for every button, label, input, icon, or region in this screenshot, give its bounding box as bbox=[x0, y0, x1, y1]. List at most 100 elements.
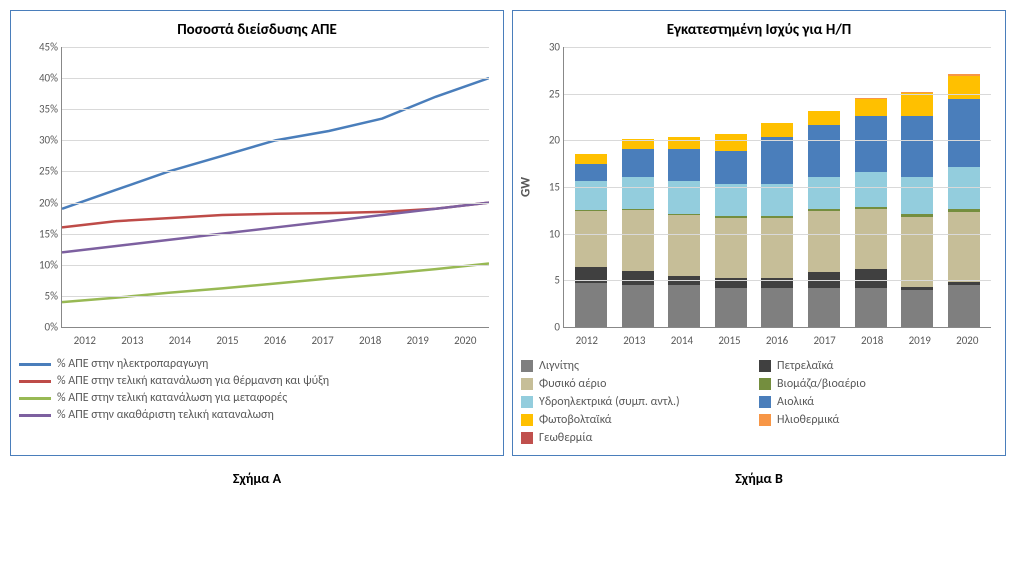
y-tick: 5 bbox=[522, 274, 560, 287]
bar-segment bbox=[808, 177, 840, 210]
legend-swatch-icon bbox=[759, 396, 771, 408]
legend-line-icon bbox=[19, 414, 51, 417]
legend-label: Πετρελαϊκά bbox=[777, 359, 833, 373]
legend-item: % ΑΠΕ στην τελική κατανάλωση για θέρμανσ… bbox=[19, 374, 495, 388]
bar-segment bbox=[855, 269, 887, 288]
legend-label: Βιομάζα/βιοαέριο bbox=[777, 377, 866, 391]
panels: Ποσοστά διείσδυσης ΑΠΕ 0%5%10%15%20%25%3… bbox=[10, 10, 1015, 456]
y-tick: 30% bbox=[20, 134, 58, 147]
x-tick: 2020 bbox=[442, 332, 490, 347]
bar-segment bbox=[761, 123, 793, 137]
x-tick: 2014 bbox=[658, 332, 706, 347]
legend-swatch-icon bbox=[759, 414, 771, 426]
legend-label: % ΑΠΕ στην τελική κατανάλωση για μεταφορ… bbox=[57, 391, 287, 405]
legend-swatch-icon bbox=[521, 432, 533, 444]
grid-line bbox=[62, 265, 489, 266]
chart-b-plot: GW 051015202530 bbox=[563, 47, 991, 328]
x-tick: 2018 bbox=[848, 332, 896, 347]
bar-segment bbox=[855, 288, 887, 327]
grid-line bbox=[564, 280, 991, 281]
y-tick: 15% bbox=[20, 227, 58, 240]
y-tick: 25 bbox=[522, 87, 560, 100]
chart-b-panel: Εγκατεστημένη Ισχύς για Η/Π GW 051015202… bbox=[512, 10, 1006, 456]
bar-segment bbox=[715, 218, 747, 279]
x-tick: 2017 bbox=[801, 332, 849, 347]
x-tick: 2015 bbox=[706, 332, 754, 347]
bar-segment bbox=[715, 151, 747, 184]
legend-item: Βιομάζα/βιοαέριο bbox=[759, 377, 997, 391]
bar-segment bbox=[715, 288, 747, 327]
legend-item: Λιγνίτης bbox=[521, 359, 759, 373]
bar-segment bbox=[575, 211, 607, 267]
captions-row: Σχήμα Α Σχήμα Β bbox=[10, 470, 1015, 487]
bar-segment bbox=[575, 181, 607, 211]
grid-line bbox=[62, 234, 489, 235]
legend-label: Φυσικό αέριο bbox=[539, 377, 606, 391]
x-tick: 2015 bbox=[204, 332, 252, 347]
x-tick: 2014 bbox=[156, 332, 204, 347]
bar-segment bbox=[761, 137, 793, 184]
legend-line-icon bbox=[19, 397, 51, 400]
legend-item: % ΑΠΕ στην τελική κατανάλωση για μεταφορ… bbox=[19, 391, 495, 405]
bar-segment bbox=[948, 212, 980, 282]
y-tick: 10 bbox=[522, 227, 560, 240]
grid-line bbox=[62, 203, 489, 204]
chart-b-x-ticks: 201220132014201520162017201820192020 bbox=[563, 332, 991, 347]
y-tick: 40% bbox=[20, 72, 58, 85]
bar-segment bbox=[855, 172, 887, 207]
y-tick: 20 bbox=[522, 134, 560, 147]
x-tick: 2012 bbox=[61, 332, 109, 347]
x-tick: 2017 bbox=[299, 332, 347, 347]
legend-item: Πετρελαϊκά bbox=[759, 359, 997, 373]
legend-label: Γεωθερμία bbox=[539, 431, 592, 445]
x-tick: 2016 bbox=[753, 332, 801, 347]
grid-line bbox=[62, 140, 489, 141]
bar-segment bbox=[622, 210, 654, 271]
bar-segment bbox=[761, 184, 793, 217]
legend-label: Υδροηλεκτρικά (συμπ. αντλ.) bbox=[539, 395, 680, 409]
grid-line bbox=[62, 296, 489, 297]
bar-stack bbox=[808, 111, 840, 327]
series-line bbox=[62, 203, 489, 253]
bar-segment bbox=[808, 125, 840, 176]
bar-segment bbox=[901, 93, 933, 116]
series-line bbox=[62, 78, 489, 209]
chart-b-title: Εγκατεστημένη Ισχύς για Η/Π bbox=[521, 21, 997, 39]
chart-a-lines bbox=[62, 47, 489, 327]
bar-segment bbox=[668, 215, 700, 276]
x-tick: 2013 bbox=[611, 332, 659, 347]
bar-segment bbox=[948, 99, 980, 167]
grid-line bbox=[62, 171, 489, 172]
bar-segment bbox=[715, 184, 747, 217]
legend-swatch-icon bbox=[759, 378, 771, 390]
legend-item: Φωτοβολταϊκά bbox=[521, 413, 759, 427]
grid-line bbox=[564, 187, 991, 188]
legend-item: % ΑΠΕ στην ακαθάριστη τελική καταναλωση bbox=[19, 408, 495, 422]
legend-item: Φυσικό αέριο bbox=[521, 377, 759, 391]
bar-segment bbox=[948, 285, 980, 327]
bar-segment bbox=[855, 116, 887, 172]
legend-swatch-icon bbox=[521, 378, 533, 390]
chart-b-legend: Λιγνίτης Πετρελαϊκά Φυσικό αέριο Βιομάζα/βι… bbox=[521, 357, 997, 447]
bar-segment bbox=[715, 134, 747, 151]
y-tick: 30 bbox=[522, 41, 560, 54]
bar-segment bbox=[948, 76, 980, 99]
chart-a-plot: 0%5%10%15%20%25%30%35%40%45% bbox=[61, 47, 489, 328]
x-tick: 2016 bbox=[251, 332, 299, 347]
bar-segment bbox=[622, 177, 654, 210]
legend-item: Αιολικά bbox=[759, 395, 997, 409]
legend-label: % ΑΠΕ στην τελική κατανάλωση για θέρμανσ… bbox=[57, 374, 329, 388]
grid-line bbox=[564, 234, 991, 235]
bar-segment bbox=[901, 217, 933, 287]
y-tick: 0 bbox=[522, 321, 560, 334]
legend-label: Φωτοβολταϊκά bbox=[539, 413, 612, 427]
bar-segment bbox=[761, 288, 793, 327]
bar-stack bbox=[715, 134, 747, 327]
x-tick: 2019 bbox=[394, 332, 442, 347]
legend-line-icon bbox=[19, 380, 51, 383]
bar-segment bbox=[668, 285, 700, 327]
legend-item: % ΑΠΕ στην ηλεκτροπαραγωγη bbox=[19, 357, 495, 371]
bar-segment bbox=[622, 149, 654, 177]
bar-segment bbox=[948, 167, 980, 209]
bar-segment bbox=[575, 283, 607, 327]
